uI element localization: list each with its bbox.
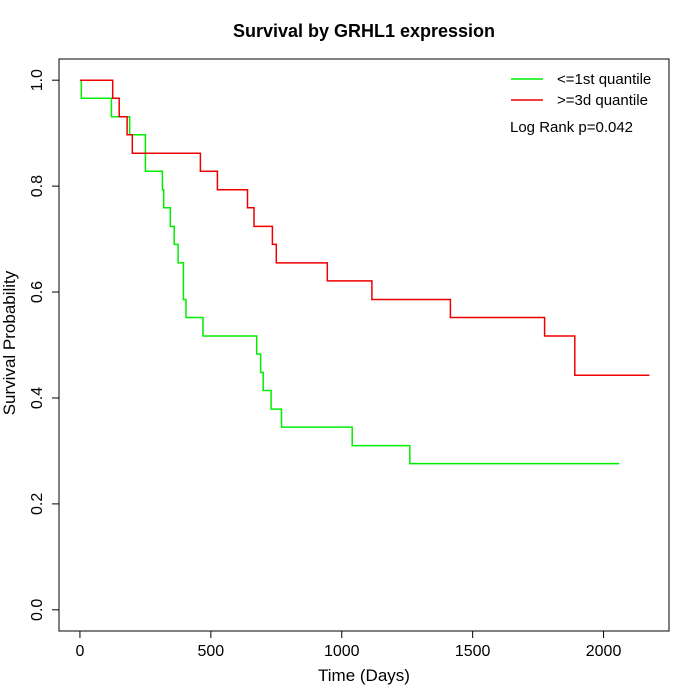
legend-label-series-1: <=1st quantile [557,71,651,88]
chart-title: Survival by GRHL1 expression [233,21,495,41]
x-tick-label: 1000 [324,643,360,660]
log-rank-annotation: Log Rank p=0.042 [510,119,633,136]
y-axis-label: Survival Probability [0,270,19,415]
survival-curve-series-2 [79,79,650,376]
y-tick-label: 0.0 [29,599,46,621]
x-tick-label: 2000 [586,643,622,660]
legend: <=1st quantile >=3d quantile [511,71,651,109]
y-tick-label: 0.2 [29,493,46,515]
x-axis-label: Time (Days) [318,666,410,685]
x-tick-label: 500 [197,643,224,660]
y-tick-label: 0.8 [29,175,46,197]
x-tick-label: 1500 [455,643,491,660]
survival-curve-series-1 [79,79,620,465]
y-tick-label: 0.4 [29,387,46,409]
survival-curves [79,79,650,465]
y-tick-label: 0.6 [29,281,46,303]
y-tick-label: 1.0 [29,69,46,91]
y-axis: 0.0 0.2 0.4 0.6 0.8 1.0 [29,69,60,621]
x-axis: 0 500 1000 1500 2000 [75,630,622,660]
plot-frame [58,58,670,632]
legend-label-series-2: >=3d quantile [557,92,648,109]
x-tick-label: 0 [75,643,84,660]
